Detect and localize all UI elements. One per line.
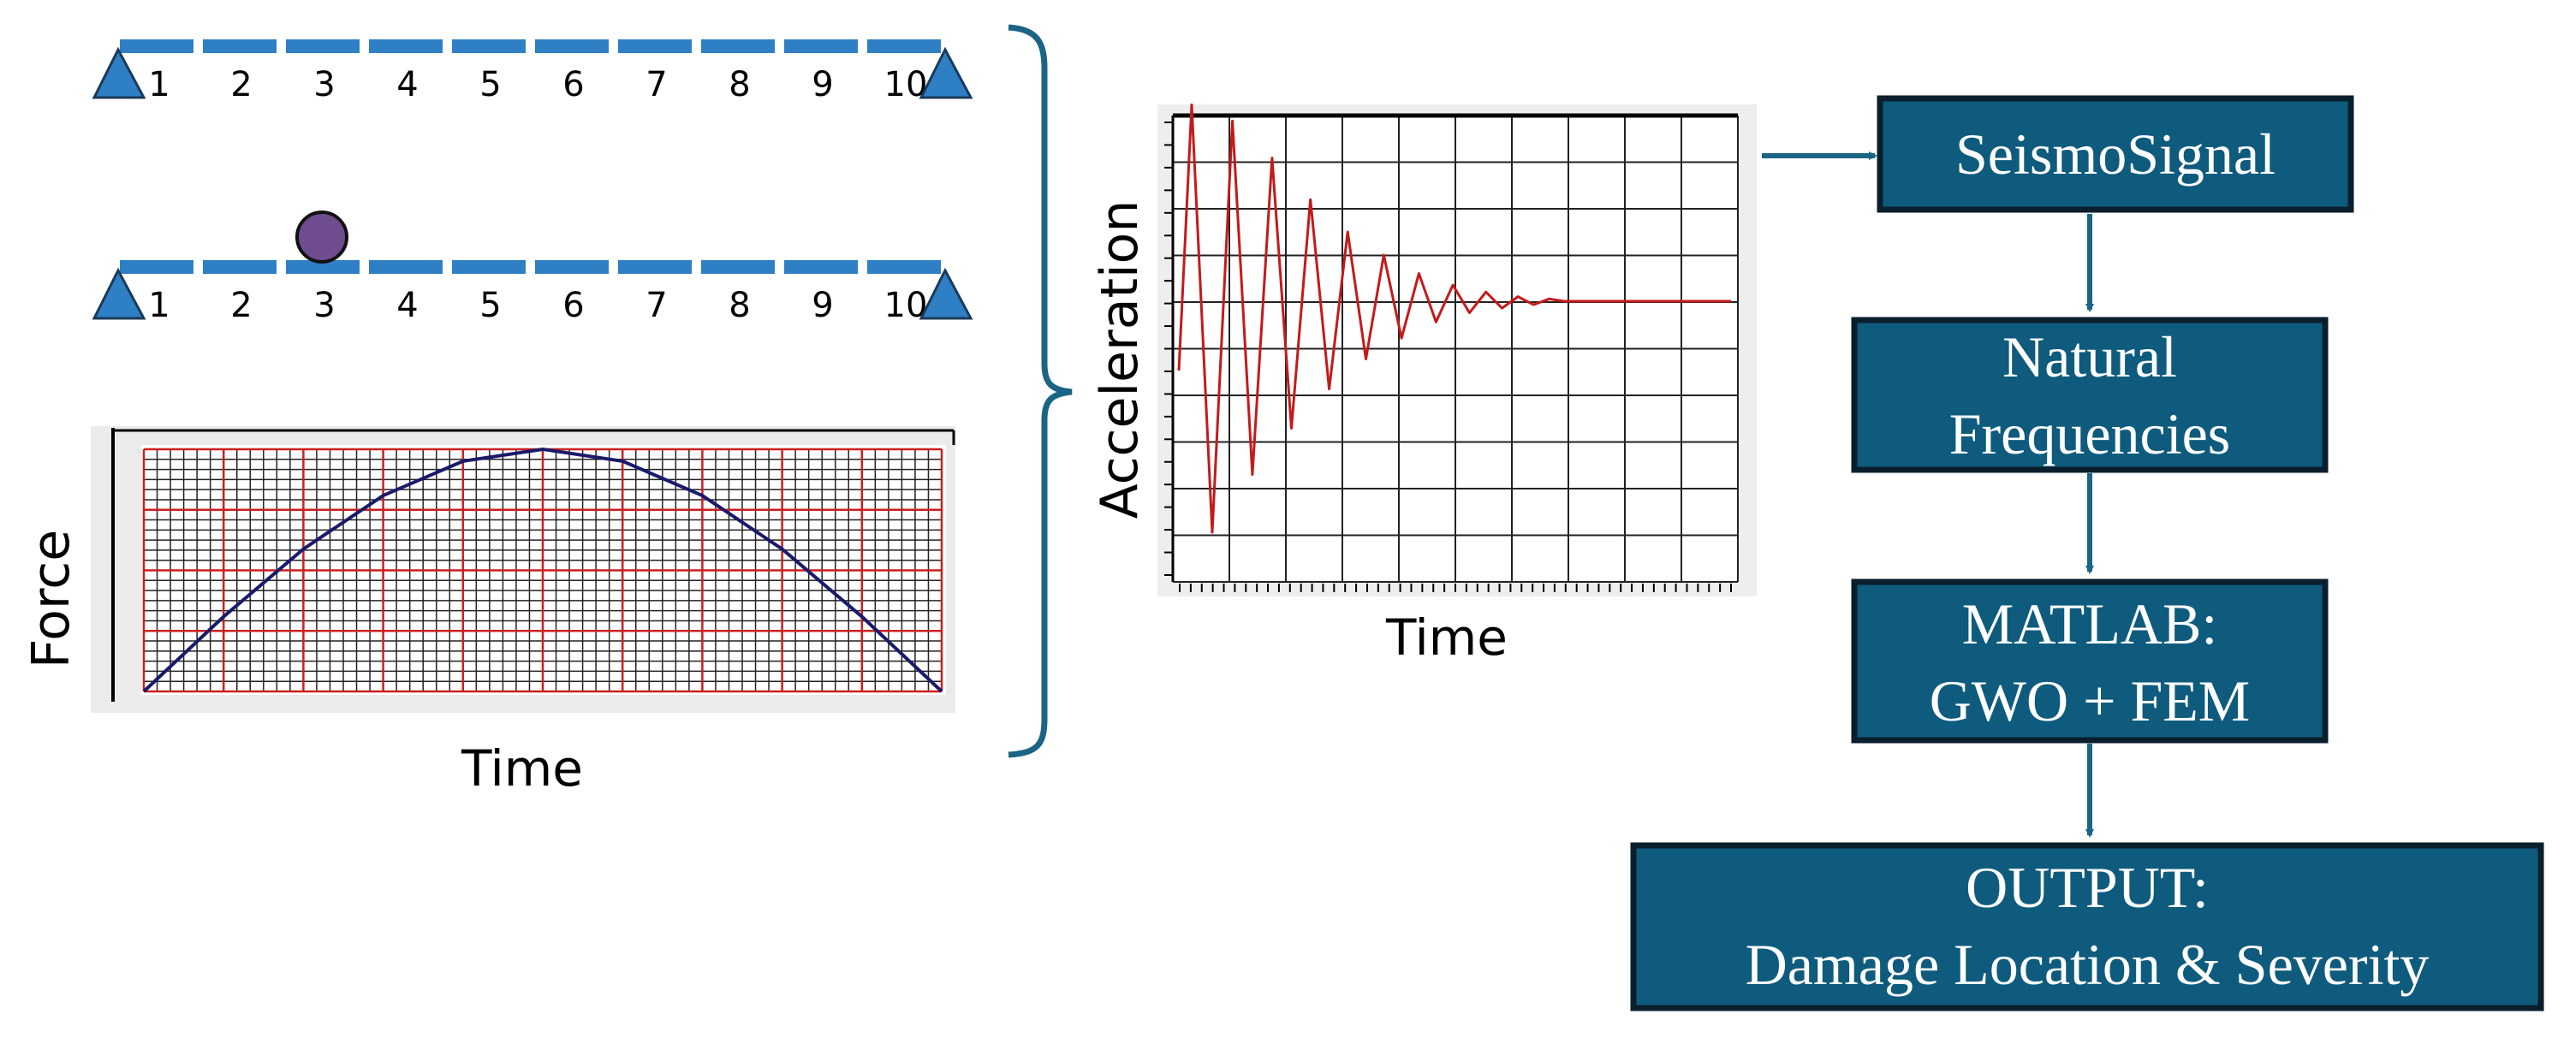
beam-element-label: 5	[479, 286, 501, 325]
force-time-chart: Force Time	[21, 426, 955, 798]
right-pin-support	[919, 46, 973, 99]
beam-segment-7	[618, 260, 692, 274]
beam-segment-3	[286, 39, 360, 53]
beam-segment-6	[535, 39, 609, 53]
beam-segment-1	[120, 260, 193, 274]
beam-element-label: 7	[645, 286, 667, 325]
beam-element-label: 8	[729, 286, 750, 325]
beam-element-label: 2	[230, 286, 252, 325]
right-pin-support	[919, 267, 973, 320]
beam-segment-6	[535, 260, 609, 274]
beam-undamaged: 1 2 3 4 5 6 7 8 9 10	[92, 39, 973, 104]
step-seismosignal-label: SeismoSignal	[1955, 122, 2276, 187]
beam-segment-3	[286, 260, 360, 274]
beam-segment-2	[203, 39, 277, 53]
step-matlab-line2: GWO + FEM	[1930, 668, 2251, 733]
beam-segment-8	[701, 39, 775, 53]
beam-segment-5	[452, 260, 526, 274]
step-output-line2: Damage Location & Severity	[1746, 932, 2430, 997]
step-natural-frequencies-line1: Natural	[2002, 324, 2177, 389]
left-pin-support	[92, 267, 146, 320]
acceleration-time-chart: Acceleration Time	[1090, 104, 1757, 667]
beam-segment-4	[369, 39, 443, 53]
beam-segment-2	[203, 260, 277, 274]
force-chart-grid	[142, 448, 943, 693]
step-output: OUTPUT: Damage Location & Severity	[1630, 842, 2544, 1011]
beam-segment-8	[701, 260, 775, 274]
force-series-line	[142, 447, 943, 693]
beam-segment-10	[867, 260, 941, 274]
beam-segment-7	[618, 39, 692, 53]
beam-element-label: 3	[313, 65, 335, 104]
accel-chart-grid	[1164, 113, 1739, 592]
grouping-brace	[1008, 24, 1073, 758]
step-seismosignal: SeismoSignal	[1877, 95, 2354, 213]
beam-element-label: 4	[396, 286, 418, 325]
beam-segment-5	[452, 39, 526, 53]
acceleration-series-line	[1177, 104, 1731, 534]
moving-mass	[295, 211, 348, 264]
beam-element-label: 9	[812, 65, 833, 104]
beam-element-label: 7	[645, 65, 667, 104]
beam-element-label: 6	[562, 65, 584, 104]
step-output-line1: OUTPUT:	[1966, 855, 2209, 920]
beam-segment-4	[369, 260, 443, 274]
beam-element-label: 4	[396, 65, 418, 104]
beam-element-label: 6	[562, 286, 584, 325]
beam-element-label: 5	[479, 65, 501, 104]
beam-element-label: 3	[313, 286, 335, 325]
beam-element-label: 1	[148, 65, 170, 104]
step-matlab: MATLAB: GWO + FEM	[1851, 578, 2329, 744]
processing-flowchart: SeismoSignal Natural Frequencies MATLAB:…	[1630, 95, 2544, 1011]
force-axis-label: Force	[21, 530, 81, 668]
beam-segment-9	[784, 260, 858, 274]
accel-time-axis-label: Time	[1385, 608, 1508, 667]
beam-element-label: 2	[230, 65, 252, 104]
force-time-axis-label: Time	[461, 739, 583, 798]
beam-segment-9	[784, 39, 858, 53]
beam-with-moving-load: 1 2 3 4 5 6 7 8 9 10	[92, 211, 973, 325]
beam-element-label: 1	[148, 286, 170, 325]
step-natural-frequencies: Natural Frequencies	[1851, 317, 2329, 473]
beam-element-label: 8	[729, 65, 750, 104]
step-natural-frequencies-line2: Frequencies	[1949, 401, 2231, 466]
beam-segment-10	[867, 39, 941, 53]
beam-element-label: 9	[812, 286, 833, 325]
step-matlab-line1: MATLAB:	[1962, 591, 2217, 656]
left-pin-support	[92, 46, 146, 99]
beam-segment-1	[120, 39, 193, 53]
acceleration-axis-label: Acceleration	[1090, 200, 1150, 519]
